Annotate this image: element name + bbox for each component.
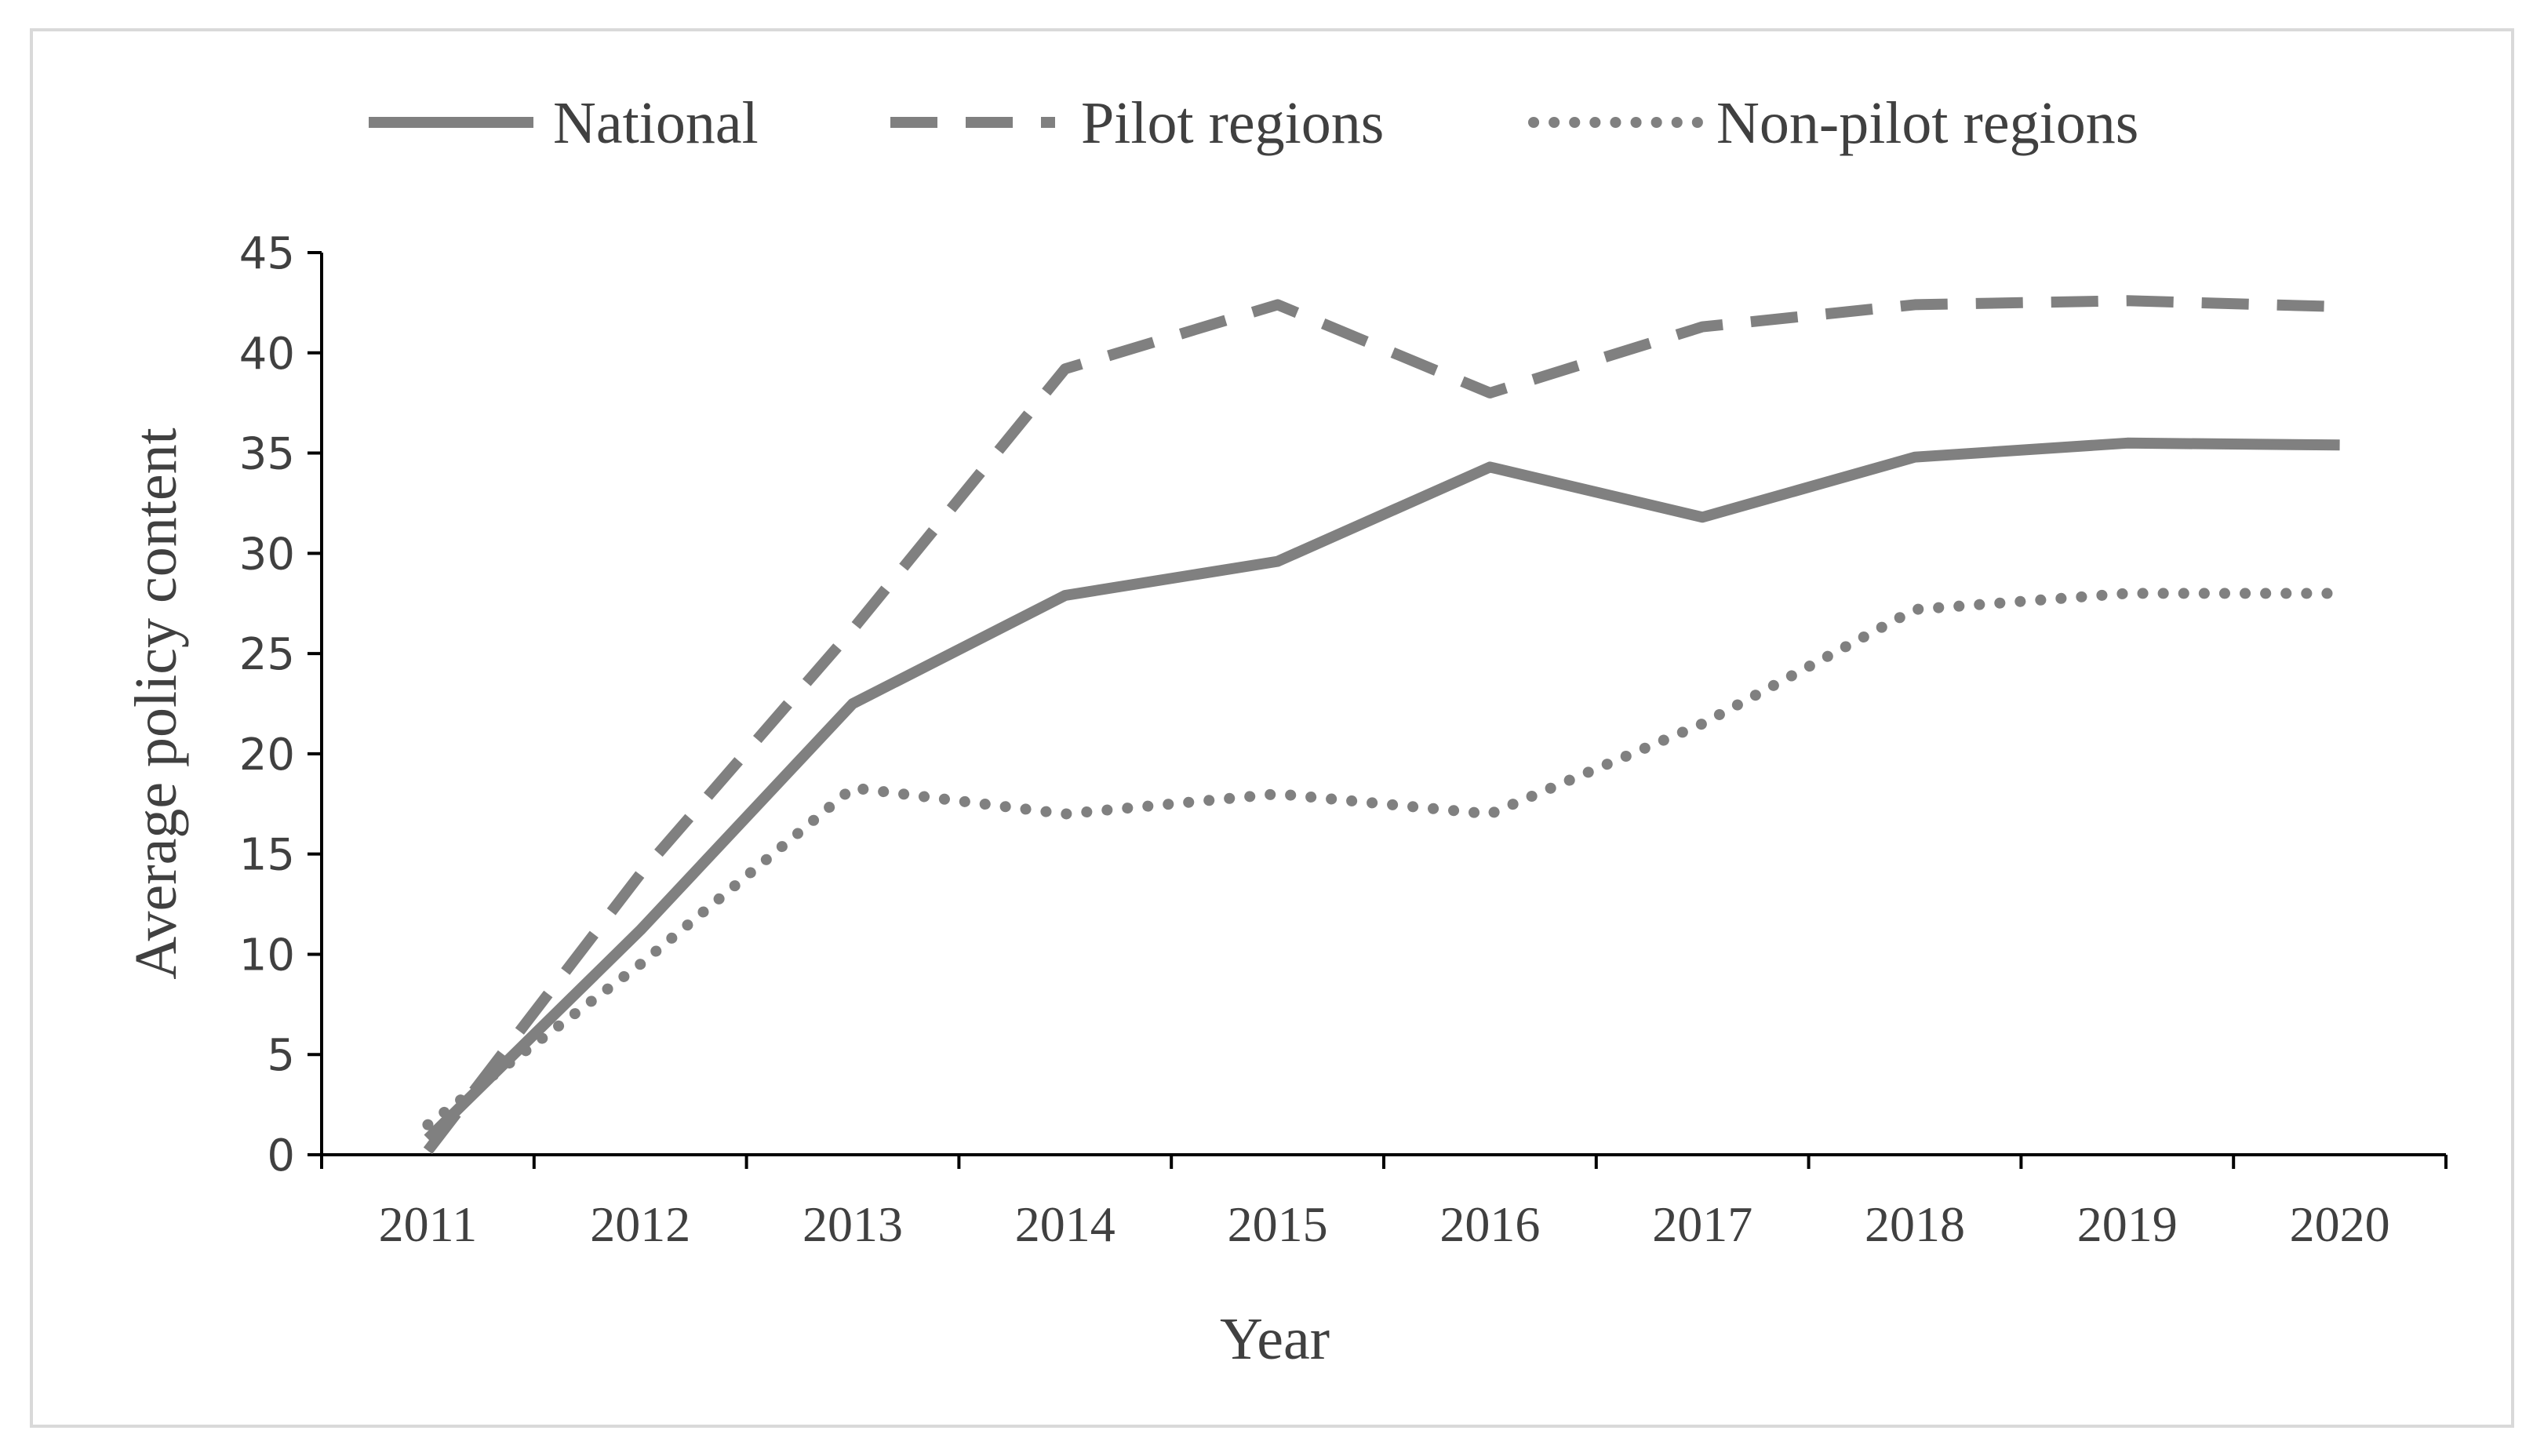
- y-tick-label: 35: [239, 429, 295, 480]
- series-line-pilot-regions: [423, 295, 2340, 1155]
- x-tick-label: 2015: [1228, 1196, 1328, 1252]
- y-tick-label: 30: [239, 529, 295, 580]
- y-axis-title: Average policy content: [123, 428, 189, 979]
- x-tick-label: 2011: [379, 1196, 478, 1252]
- x-tick-label: 2014: [1015, 1196, 1116, 1252]
- y-tick-label: 0: [267, 1130, 295, 1181]
- legend-label: National: [553, 90, 759, 156]
- y-axis-ticks: 0 5 10 15 20 25 30 35 40 45: [239, 228, 322, 1181]
- series-line-non-pilot-regions: [422, 588, 2346, 1130]
- y-tick-label: 45: [239, 228, 295, 279]
- x-tick-label: 2017: [1652, 1196, 1752, 1252]
- y-tick-label: 10: [239, 930, 295, 981]
- x-tick-label: 2020: [2290, 1196, 2390, 1252]
- x-tick-label: 2018: [1865, 1196, 1965, 1252]
- legend: National Pilot regions Non-pilot regions: [369, 90, 2138, 156]
- chart-frame: [30, 28, 2514, 1428]
- x-tick-label: 2012: [590, 1196, 690, 1252]
- x-tick-label: 2016: [1439, 1196, 1540, 1252]
- x-tick-label: 2019: [2077, 1196, 2178, 1252]
- y-tick-label: 20: [239, 730, 295, 781]
- x-axis-ticks: 2011 2012 2013 2014 2015 2016 2017 2018 2019 2020: [320, 1155, 2448, 1252]
- y-tick-label: 15: [239, 830, 295, 881]
- x-axis-title: Year: [1220, 1306, 1330, 1372]
- series-group: [422, 295, 2346, 1155]
- series-line-national: [424, 437, 2340, 1143]
- y-tick-label: 5: [267, 1030, 295, 1081]
- y-tick-label: 25: [239, 629, 295, 680]
- x-tick-label: 2013: [803, 1196, 903, 1252]
- legend-label: Non-pilot regions: [1716, 90, 2138, 156]
- legend-label: Pilot regions: [1081, 90, 1384, 156]
- y-tick-label: 40: [239, 329, 295, 380]
